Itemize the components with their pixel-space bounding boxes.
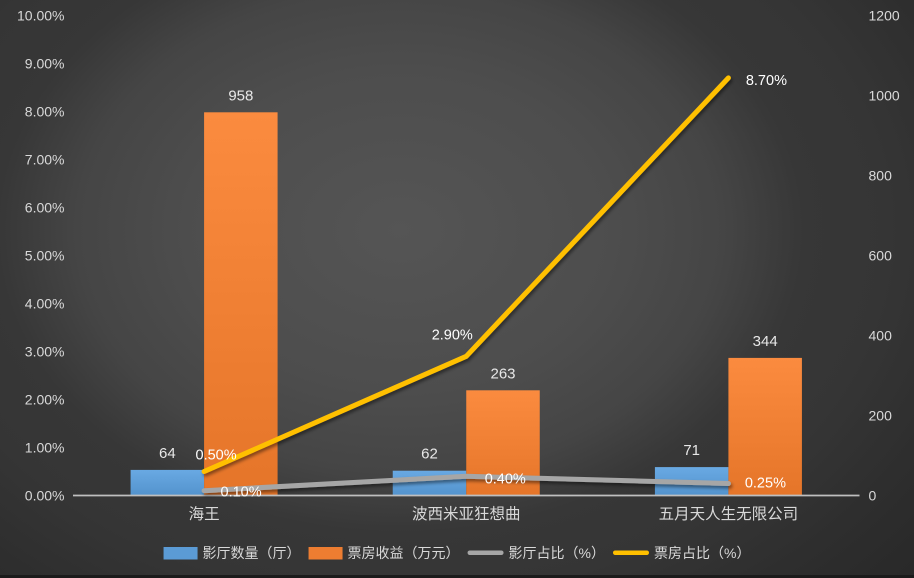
left-axis-tick-label: 8.00%	[25, 104, 65, 120]
right-axis-tick-label: 200	[869, 408, 893, 424]
left-axis-tick-label: 0.00%	[25, 488, 65, 504]
line-series: 0.50% 2.90% 8.70%	[196, 73, 787, 474]
bar-data-label: 263	[490, 365, 515, 382]
left-axis-tick-label: 9.00%	[25, 56, 65, 72]
legend-swatch-bar	[308, 547, 343, 560]
legend-label: 影厅数量（厅）	[203, 545, 301, 561]
legend-label: 票房占比（%）	[654, 545, 750, 561]
bar-data-label: 64	[159, 445, 176, 462]
right-axis-tick-label: 1200	[869, 8, 900, 24]
right-axis-tick-label: 800	[869, 168, 893, 184]
legend-item-0[interactable]: 影厅数量（厅）	[163, 545, 301, 561]
bar-orange-2	[728, 357, 802, 496]
left-axis-tick-label: 1.00%	[25, 440, 65, 456]
legend-swatch-line	[467, 550, 504, 555]
right-axis-tick-label: 1000	[869, 88, 900, 104]
left-axis-tick-label: 2.00%	[25, 392, 65, 408]
bar-data-label: 71	[683, 442, 700, 459]
line-data-label: 0.10%	[221, 485, 262, 501]
line-yellow	[201, 75, 731, 474]
line-data-label: 0.25%	[745, 476, 786, 492]
left-axis-tick-label: 10.00%	[17, 8, 64, 24]
left-axis-tick-label: 6.00%	[25, 200, 65, 216]
line-series: 0.10% 0.40% 0.25%	[201, 471, 786, 501]
legend: 影厅数量（厅） 票房收益（万元） 影厅占比（%） 票房占比（%）	[163, 545, 750, 561]
left-axis-tick-label: 4.00%	[25, 296, 65, 312]
right-axis-tick-label: 400	[869, 328, 893, 344]
right-axis-tick-label: 0	[869, 488, 877, 504]
bar-data-label: 344	[753, 333, 778, 350]
line-data-label: 0.50%	[196, 448, 237, 464]
bar-orange-0	[204, 112, 278, 496]
bar-data-label: 958	[228, 87, 253, 104]
line-data-label: 2.90%	[432, 327, 473, 343]
line-gray	[201, 473, 731, 494]
left-axis-tick-label: 7.00%	[25, 152, 65, 168]
legend-item-2[interactable]: 影厅占比（%）	[467, 545, 605, 561]
legend-label: 票房收益（万元）	[348, 545, 460, 561]
bar-blue-0	[130, 469, 205, 496]
line-data-label: 0.40%	[485, 471, 526, 487]
right-axis-tick-label: 600	[869, 248, 893, 264]
legend-swatch-line	[613, 550, 649, 555]
legend-item-1[interactable]: 票房收益（万元）	[308, 545, 460, 561]
category-label-1: 波西米亚狂想曲	[412, 505, 521, 523]
bar-data-label: 62	[421, 446, 438, 463]
left-axis-tick-label: 3.00%	[25, 344, 65, 360]
legend-item-3[interactable]: 票房占比（%）	[613, 545, 750, 561]
legend-label: 影厅占比（%）	[509, 545, 605, 561]
line-data-label: 8.70%	[746, 73, 787, 89]
category-label-0: 海王	[189, 505, 220, 523]
category-label-2: 五月天人生无限公司	[659, 505, 799, 523]
left-axis-tick-label: 5.00%	[25, 248, 65, 264]
legend-swatch-bar	[163, 547, 198, 560]
